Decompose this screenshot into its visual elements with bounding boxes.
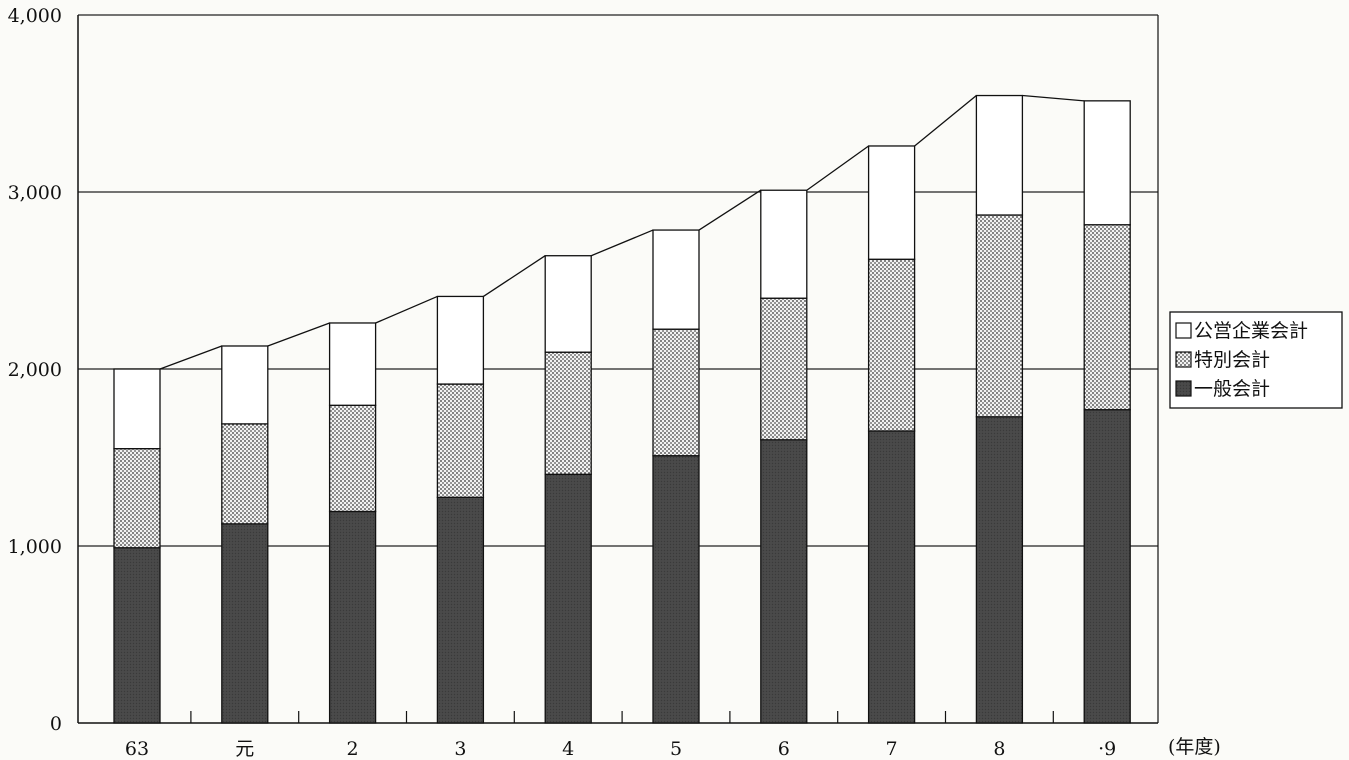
bar-segment-2-8 — [975, 94, 1024, 216]
bar-segment-0-5 — [652, 455, 700, 724]
y-tick-label-1000: 1,000 — [8, 536, 62, 558]
bar-segment-1-3 — [436, 383, 485, 498]
bar-segment-0-7 — [867, 430, 916, 724]
bar-segment-1-0 — [113, 447, 161, 549]
bars — [113, 94, 1131, 724]
y-tick-label-0: 0 — [50, 713, 62, 735]
connector-line-1 — [267, 322, 330, 347]
connector-line-5 — [698, 189, 762, 231]
x-tick-label-6: 6 — [778, 738, 790, 760]
bar-segment-1-9 — [1083, 224, 1131, 411]
legend-label-0: 公営企業会計 — [1194, 320, 1308, 342]
legend-swatch-2 — [1175, 380, 1192, 397]
bar-segment-2-0 — [113, 368, 161, 450]
bar-segment-1-7 — [867, 258, 916, 432]
bar-segment-0-6 — [760, 439, 808, 724]
bar-segment-2-1 — [221, 345, 269, 425]
legend-swatch-0 — [1175, 322, 1192, 339]
connector-line-7 — [914, 95, 977, 147]
x-tick-label-0: 63 — [125, 738, 149, 760]
bar-segment-1-2 — [328, 404, 377, 513]
bar-segment-0-1 — [221, 523, 269, 724]
bar-segment-2-7 — [867, 145, 916, 260]
x-tick-label-4: 4 — [562, 738, 574, 760]
bar-segment-1-6 — [760, 297, 808, 441]
legend-box — [1169, 311, 1343, 409]
legend-label-2: 一般会計 — [1194, 378, 1270, 400]
legend-label-1: 特別会計 — [1194, 349, 1270, 371]
y-tick-label-4000: 4,000 — [8, 5, 62, 27]
y-tick-label-2000: 2,000 — [8, 359, 62, 381]
bar-segment-0-9 — [1083, 409, 1131, 724]
x-tick-label-5: 5 — [670, 738, 682, 760]
bar-segment-0-8 — [975, 416, 1024, 724]
bar-segment-2-4 — [544, 255, 592, 353]
bar-segment-1-5 — [652, 328, 700, 457]
x-tick-label-1: 元 — [235, 738, 254, 760]
bar-segment-2-6 — [760, 189, 808, 299]
x-tick-label-9: ·9 — [1098, 738, 1116, 760]
connector-line-3 — [483, 255, 546, 297]
bar-segment-0-4 — [544, 473, 592, 724]
bar-segment-0-2 — [328, 510, 377, 724]
x-tick-labels: 63 元 2 3 4 5 6 7 8 ·9 — [125, 738, 1116, 760]
bar-segment-1-8 — [975, 214, 1024, 418]
x-unit-label: (年度) — [1168, 736, 1221, 758]
y-tick-labels: 0 1,000 2,000 3,000 4,000 — [8, 5, 62, 735]
x-tick-label-8: 8 — [993, 738, 1005, 760]
connector-line-0 — [159, 345, 223, 370]
x-tick-label-2: 2 — [347, 738, 359, 760]
bar-segment-2-3 — [436, 295, 485, 385]
bar-segment-0-3 — [436, 496, 485, 724]
x-tick-label-7: 7 — [886, 738, 898, 760]
x-tick-label-3: 3 — [454, 738, 466, 760]
connector-line-8 — [1022, 94, 1085, 102]
bar-segment-2-9 — [1083, 100, 1131, 226]
connector-line-2 — [375, 295, 438, 324]
connector-line-4 — [590, 229, 654, 257]
legend-swatch-1 — [1175, 351, 1192, 368]
y-tick-label-3000: 3,000 — [8, 182, 62, 204]
bar-segment-1-4 — [544, 351, 592, 475]
bar-segment-0-0 — [113, 547, 161, 724]
connector-line-6 — [806, 145, 869, 191]
bar-segment-1-1 — [221, 423, 269, 525]
total-connector-lines — [159, 94, 1085, 370]
bar-segment-2-2 — [328, 322, 377, 406]
bar-segment-2-5 — [652, 229, 700, 330]
